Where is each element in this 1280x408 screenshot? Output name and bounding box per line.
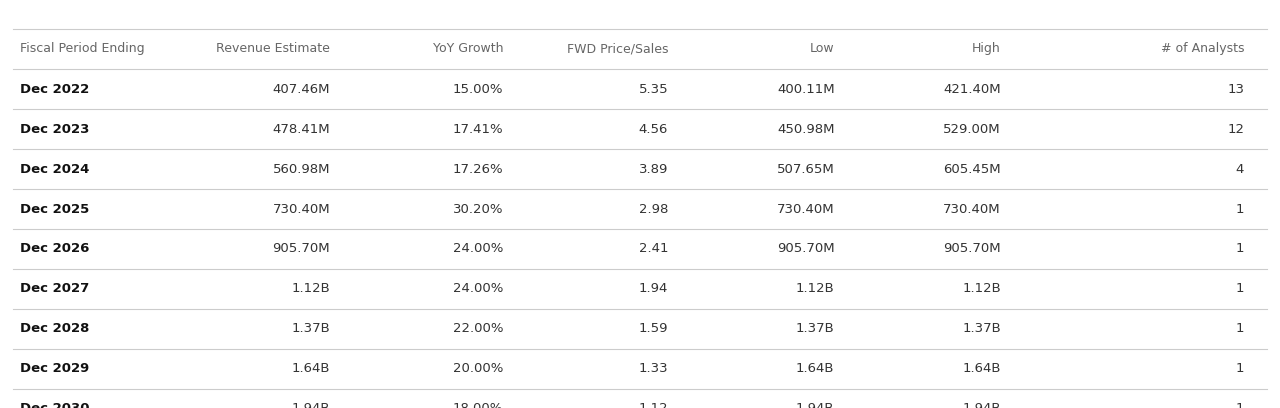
Text: 1.64B: 1.64B: [796, 362, 835, 375]
Text: 730.40M: 730.40M: [943, 202, 1001, 215]
Text: 15.00%: 15.00%: [453, 83, 503, 96]
Text: 2.41: 2.41: [639, 242, 668, 255]
Text: 2.98: 2.98: [639, 202, 668, 215]
Text: 1: 1: [1235, 242, 1244, 255]
Text: 560.98M: 560.98M: [273, 163, 330, 175]
Text: 1.12B: 1.12B: [796, 282, 835, 295]
Text: 1.12B: 1.12B: [292, 282, 330, 295]
Text: 1.94B: 1.94B: [292, 402, 330, 408]
Text: Dec 2028: Dec 2028: [20, 322, 90, 335]
Text: Dec 2023: Dec 2023: [20, 123, 90, 136]
Text: YoY Growth: YoY Growth: [433, 42, 503, 55]
Text: 3.89: 3.89: [639, 163, 668, 175]
Text: # of Analysts: # of Analysts: [1161, 42, 1244, 55]
Text: 1.37B: 1.37B: [292, 322, 330, 335]
Text: 24.00%: 24.00%: [453, 282, 503, 295]
Text: 478.41M: 478.41M: [273, 123, 330, 136]
Text: Dec 2022: Dec 2022: [20, 83, 90, 96]
Text: 905.70M: 905.70M: [943, 242, 1001, 255]
Text: 5.35: 5.35: [639, 83, 668, 96]
Text: 421.40M: 421.40M: [943, 83, 1001, 96]
Text: 17.26%: 17.26%: [452, 163, 503, 175]
Text: 507.65M: 507.65M: [777, 163, 835, 175]
Text: 30.20%: 30.20%: [453, 202, 503, 215]
Text: 1.64B: 1.64B: [292, 362, 330, 375]
Text: Dec 2025: Dec 2025: [20, 202, 90, 215]
Text: Revenue Estimate: Revenue Estimate: [216, 42, 330, 55]
Text: 13: 13: [1228, 83, 1244, 96]
Text: 4.56: 4.56: [639, 123, 668, 136]
Text: 905.70M: 905.70M: [777, 242, 835, 255]
Text: 407.46M: 407.46M: [273, 83, 330, 96]
Text: High: High: [973, 42, 1001, 55]
Text: 1.12: 1.12: [639, 402, 668, 408]
Text: 1: 1: [1235, 322, 1244, 335]
Text: 22.00%: 22.00%: [453, 322, 503, 335]
Text: 1: 1: [1235, 202, 1244, 215]
Text: 1: 1: [1235, 362, 1244, 375]
Text: 730.40M: 730.40M: [777, 202, 835, 215]
Text: Dec 2029: Dec 2029: [20, 362, 90, 375]
Text: Dec 2030: Dec 2030: [20, 402, 90, 408]
Text: 1.12B: 1.12B: [963, 282, 1001, 295]
Text: 1: 1: [1235, 402, 1244, 408]
Text: 450.98M: 450.98M: [777, 123, 835, 136]
Text: 529.00M: 529.00M: [943, 123, 1001, 136]
Text: 1: 1: [1235, 282, 1244, 295]
Text: 730.40M: 730.40M: [273, 202, 330, 215]
Text: 1.94B: 1.94B: [796, 402, 835, 408]
Text: 1.59: 1.59: [639, 322, 668, 335]
Text: 905.70M: 905.70M: [273, 242, 330, 255]
Text: 4: 4: [1235, 163, 1244, 175]
Text: Dec 2027: Dec 2027: [20, 282, 90, 295]
Text: 20.00%: 20.00%: [453, 362, 503, 375]
Text: 1.37B: 1.37B: [796, 322, 835, 335]
Text: 1.33: 1.33: [639, 362, 668, 375]
Text: 1.94: 1.94: [639, 282, 668, 295]
Text: 1.64B: 1.64B: [963, 362, 1001, 375]
Text: 1.37B: 1.37B: [963, 322, 1001, 335]
Text: Dec 2026: Dec 2026: [20, 242, 90, 255]
Text: Fiscal Period Ending: Fiscal Period Ending: [20, 42, 145, 55]
Text: 400.11M: 400.11M: [777, 83, 835, 96]
Text: 24.00%: 24.00%: [453, 242, 503, 255]
Text: 18.00%: 18.00%: [453, 402, 503, 408]
Text: 605.45M: 605.45M: [943, 163, 1001, 175]
Text: 1.94B: 1.94B: [963, 402, 1001, 408]
Text: 17.41%: 17.41%: [452, 123, 503, 136]
Text: 12: 12: [1228, 123, 1244, 136]
Text: Dec 2024: Dec 2024: [20, 163, 90, 175]
Text: Low: Low: [810, 42, 835, 55]
Text: FWD Price/Sales: FWD Price/Sales: [567, 42, 668, 55]
